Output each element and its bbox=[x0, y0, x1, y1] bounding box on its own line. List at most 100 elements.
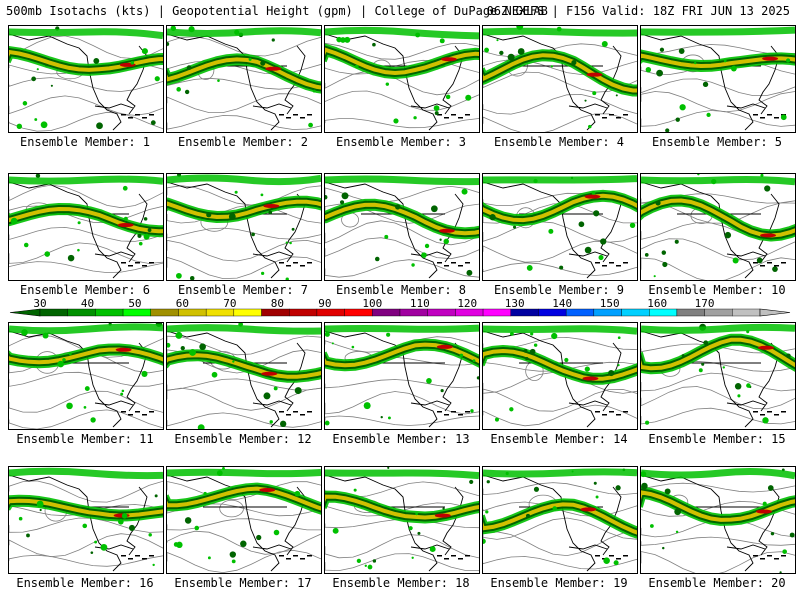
isotach-blob bbox=[351, 345, 355, 349]
isotach-blob bbox=[655, 200, 661, 206]
island bbox=[121, 411, 126, 413]
isotach-blob bbox=[408, 526, 413, 531]
jet-stream-band bbox=[483, 325, 637, 335]
isotach-blob bbox=[426, 378, 432, 384]
coastline bbox=[483, 181, 622, 279]
jet-stream-band bbox=[167, 468, 321, 478]
isotach-blob bbox=[578, 221, 585, 228]
isotach-blob bbox=[476, 376, 479, 380]
island bbox=[609, 262, 614, 264]
jet-stream-band bbox=[9, 467, 163, 480]
isotach-blob bbox=[756, 257, 763, 264]
isotach-blob bbox=[16, 123, 23, 129]
isotach-blob bbox=[764, 185, 771, 192]
height-contour bbox=[483, 113, 637, 132]
height-contour bbox=[483, 71, 637, 93]
ensemble-member-panel bbox=[640, 173, 796, 281]
isotach-blob bbox=[513, 225, 517, 229]
header-title-right: 06Z GEFS | F156 Valid: 18Z FRI JUN 13 20… bbox=[486, 4, 790, 18]
jet-stream-band bbox=[483, 27, 637, 37]
island bbox=[616, 265, 621, 267]
isotach-blob bbox=[234, 190, 238, 194]
ensemble-member-label: Ensemble Member: 1 bbox=[19, 135, 151, 149]
isotach-blob bbox=[364, 564, 367, 567]
height-contour bbox=[641, 407, 795, 425]
jet-stream-band bbox=[483, 53, 637, 93]
island bbox=[444, 558, 449, 560]
legend-tick-label: 150 bbox=[600, 297, 620, 310]
ensemble-map bbox=[167, 323, 321, 429]
height-contour bbox=[9, 205, 163, 224]
height-contour bbox=[9, 111, 163, 132]
ensemble-member-label: Ensemble Member: 20 bbox=[648, 576, 786, 590]
ensemble-map bbox=[641, 323, 795, 428]
isotach-blob bbox=[675, 530, 679, 534]
height-contour bbox=[9, 226, 163, 242]
isotach-blob bbox=[22, 101, 28, 106]
ensemble-member-label: Ensemble Member: 13 bbox=[332, 432, 470, 446]
isotach-blob bbox=[77, 248, 80, 252]
height-contour bbox=[167, 227, 321, 240]
isotach-blob bbox=[176, 87, 181, 92]
ensemble-member-label: Ensemble Member: 19 bbox=[490, 576, 628, 590]
island bbox=[300, 117, 305, 119]
isotach-blob bbox=[459, 353, 464, 358]
isotach-blob bbox=[380, 415, 383, 419]
height-contour bbox=[483, 203, 637, 224]
isotach-blob bbox=[77, 221, 81, 225]
isotach-blob bbox=[530, 332, 534, 336]
height-contour bbox=[325, 203, 479, 224]
island bbox=[767, 411, 772, 413]
ensemble-member-panel bbox=[482, 173, 638, 281]
ensemble-map bbox=[9, 467, 163, 572]
island bbox=[135, 555, 140, 557]
height-contour bbox=[325, 237, 479, 260]
isotach-blob bbox=[261, 271, 265, 276]
legend-color-swatch bbox=[510, 308, 539, 317]
isotach-blob bbox=[67, 254, 75, 262]
isotach-blob bbox=[372, 42, 376, 47]
island bbox=[753, 262, 758, 264]
jet-stream-band bbox=[167, 486, 321, 511]
jet-core bbox=[440, 57, 457, 62]
isotach-blob bbox=[429, 546, 436, 553]
coastline bbox=[325, 33, 464, 131]
jet-stream-band bbox=[325, 202, 479, 236]
jet-core bbox=[265, 66, 282, 71]
island bbox=[451, 555, 456, 557]
isotach-blob bbox=[507, 53, 515, 61]
ensemble-member-panel bbox=[166, 322, 322, 430]
isotach-blob bbox=[232, 360, 235, 363]
isotach-blob bbox=[180, 345, 185, 351]
isotach-blob bbox=[608, 370, 615, 377]
legend-color-swatch bbox=[95, 308, 124, 317]
island bbox=[753, 555, 758, 557]
jet-stream-band bbox=[325, 324, 479, 333]
island bbox=[444, 414, 449, 416]
island bbox=[616, 558, 621, 560]
island bbox=[128, 558, 133, 560]
island bbox=[121, 555, 126, 557]
isotach-blob bbox=[147, 228, 152, 233]
isotach-blob bbox=[724, 231, 732, 239]
height-contour bbox=[641, 536, 795, 546]
ensemble-map bbox=[9, 323, 163, 429]
isotach-blob bbox=[484, 47, 490, 53]
isotach-blob bbox=[517, 48, 525, 55]
island bbox=[774, 265, 779, 267]
isotach-blob bbox=[525, 513, 531, 519]
isotach-blob bbox=[260, 193, 264, 197]
ensemble-member-panel bbox=[640, 322, 796, 430]
isotach-blob bbox=[189, 276, 195, 280]
island bbox=[128, 414, 133, 416]
island bbox=[142, 265, 147, 267]
jet-stream-band bbox=[483, 349, 637, 381]
isotach-blob bbox=[526, 265, 533, 271]
coastline bbox=[483, 474, 622, 572]
height-contour bbox=[167, 115, 321, 130]
isotach-blob bbox=[681, 354, 685, 358]
isotach-blob bbox=[186, 65, 192, 71]
island bbox=[767, 555, 772, 557]
legend-color-swatch bbox=[565, 308, 595, 317]
isotach-blob bbox=[486, 480, 490, 484]
